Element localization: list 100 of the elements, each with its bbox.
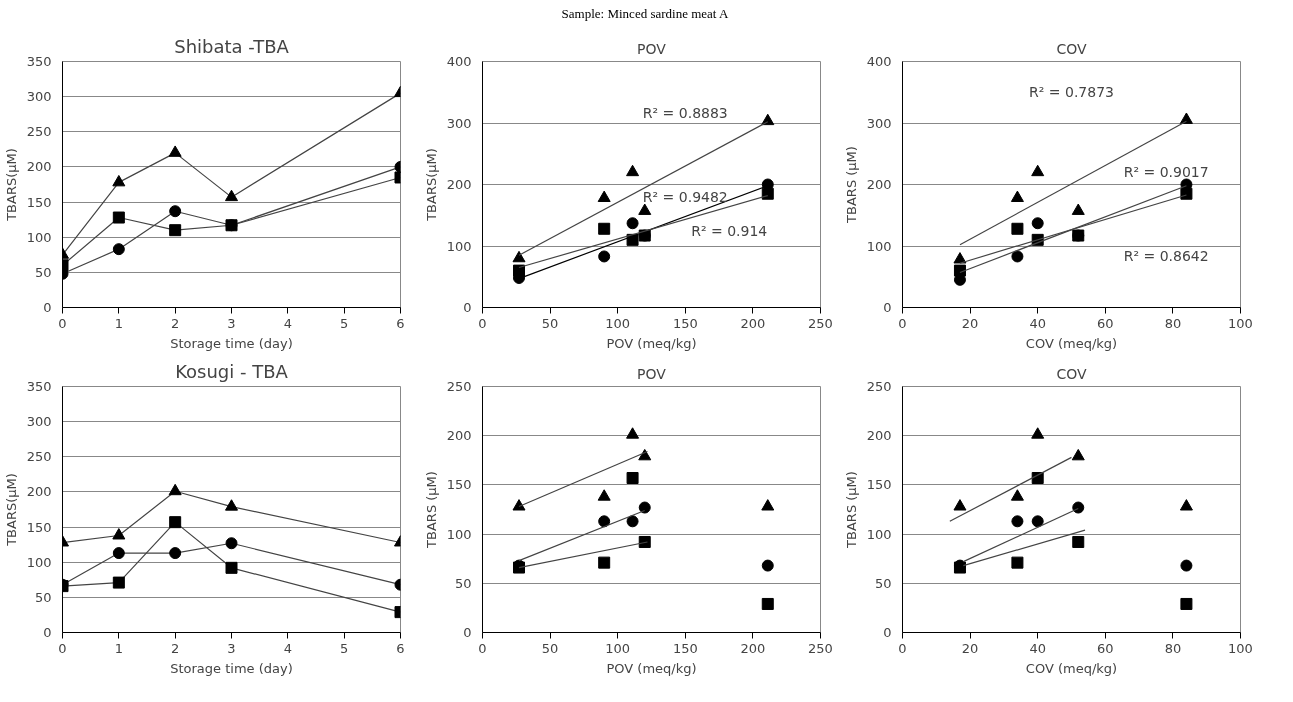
point [638,501,651,514]
point [112,576,125,589]
point [1180,597,1193,610]
point [597,489,611,501]
x-tick-label: 4 [283,640,292,656]
y-tick-label: 300 [26,89,52,105]
point [225,219,238,232]
point [626,515,639,528]
point [1010,489,1024,501]
y-tick-label: 100 [446,238,472,254]
point [112,174,126,187]
y-axis-title: TBARS(μM) [3,473,19,547]
x-tick-label: 100 [1228,640,1253,656]
y-tick-label: 0 [43,300,52,315]
chart-title: POV [637,40,667,57]
point [1179,499,1193,511]
annotation: R² = 0.9017 [1123,164,1209,181]
y-tick-label: 0 [43,625,52,640]
point [953,499,967,511]
point [626,164,640,177]
x-tick-label: 150 [672,640,698,656]
y-tick-label: 200 [26,159,52,175]
point [112,243,125,256]
point [761,187,774,200]
point [169,205,182,218]
x-tick-label: 4 [283,315,292,331]
point [638,448,652,461]
y-tick-label: 100 [866,238,892,254]
point [112,547,125,560]
point [1031,164,1045,177]
y-tick-label: 250 [446,379,472,394]
point [953,264,966,277]
x-tick-label: 0 [898,315,907,331]
y-tick-label: 200 [866,177,892,192]
point [1180,559,1193,572]
x-tick-label: 50 [541,315,559,331]
annotation: R² = 0.8642 [1123,247,1209,264]
point [626,217,639,230]
y-tick-label: 100 [26,229,52,245]
x-tick-label: 6 [396,640,405,656]
y-tick-label: 50 [34,589,52,605]
x-tick-label: 40 [1029,315,1046,331]
x-tick-label: 6 [396,315,405,331]
x-tick-label: 200 [740,315,766,331]
point [512,250,526,263]
x-tick-label: 50 [541,640,559,656]
point [225,537,238,550]
x-tick-label: 3 [227,640,236,656]
y-tick-label: 200 [446,428,472,444]
chart-title: COV [1056,40,1087,57]
point [598,250,611,263]
point [1071,448,1085,461]
y-tick-label: 100 [446,526,472,542]
y-tick-label: 100 [26,554,52,570]
x-tick-label: 2 [171,640,180,656]
point [169,547,182,560]
point [761,499,775,511]
point [761,597,774,610]
point [761,559,774,572]
point [513,264,525,277]
x-axis-title: Storage time (day) [170,335,293,351]
point [597,190,611,202]
x-tick-label: 60 [1097,640,1114,656]
annotation: R² = 0.914 [691,223,768,240]
x-tick-label: 1 [114,315,123,331]
x-axis-title: COV (meq/kg) [1025,660,1118,676]
point [626,427,640,439]
y-tick-label: 50 [454,575,472,591]
y-tick-label: 350 [26,379,52,394]
y-tick-label: 300 [26,414,52,430]
x-tick-label: 0 [58,315,67,331]
x-tick-label: 20 [961,315,979,331]
chart-title: POV [637,365,667,382]
y-tick-label: 200 [26,484,52,500]
point [1011,222,1024,235]
point [1072,501,1085,514]
x-tick-label: 100 [605,315,631,331]
y-tick-label: 300 [446,115,472,131]
x-axis-title: COV (meq/kg) [1025,335,1118,351]
y-tick-label: 250 [866,379,892,394]
annotation: R² = 0.8883 [642,105,728,122]
point [598,515,611,528]
y-axis-title: TBARS (μM) [843,146,859,224]
x-tick-label: 2 [171,315,180,331]
point [1011,250,1024,263]
point [512,499,526,511]
x-tick-label: 250 [808,640,833,656]
y-tick-label: 200 [866,428,892,444]
x-tick-label: 0 [898,640,907,656]
chart-title: COV [1056,365,1087,382]
x-tick-label: 3 [227,315,236,331]
chart-title: Shibata -TBA [174,35,290,57]
point [626,472,639,485]
y-tick-label: 0 [883,625,892,640]
chart-title: Kosugi - TBA [175,360,289,382]
y-tick-label: 150 [26,194,52,210]
annotation: R² = 0.7873 [1029,84,1114,101]
y-tick-label: 100 [866,526,892,542]
x-tick-label: 20 [961,640,979,656]
x-tick-label: 40 [1029,640,1046,656]
